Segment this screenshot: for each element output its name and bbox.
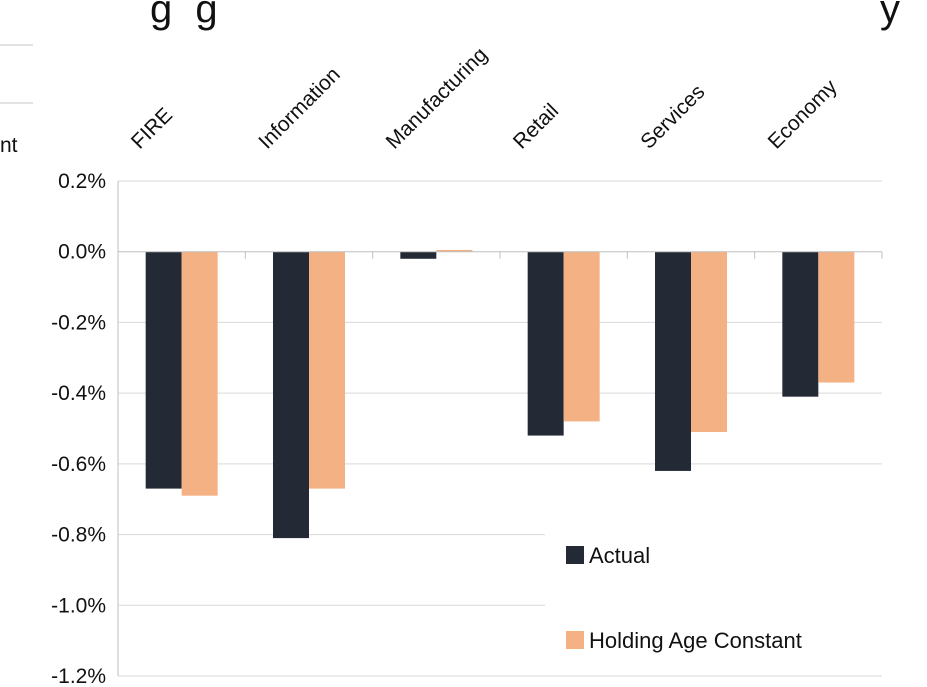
legend-swatch — [566, 546, 584, 564]
bar-0-1 — [273, 251, 309, 539]
y-tick-label: 0.0% — [58, 241, 106, 264]
category-label: Economy — [764, 75, 843, 154]
legend-background — [545, 523, 884, 673]
legend: Actual Holding Age Constant — [545, 523, 884, 673]
legend-label: Holding Age Constant — [589, 628, 802, 653]
bar-1-5 — [818, 251, 855, 383]
y-tick-label: -0.2% — [51, 311, 106, 334]
bar-0-0 — [145, 251, 182, 489]
title-fragment: g g — [150, 0, 224, 31]
legend-label: Actual — [589, 543, 650, 568]
y-tick-label: -0.4% — [51, 382, 106, 405]
y-tick-label: -0.8% — [51, 524, 106, 547]
category-label: Services — [636, 80, 709, 153]
bars — [117, 249, 883, 539]
y-tick-label: -1.2% — [51, 665, 106, 687]
bar-0-2 — [400, 251, 437, 259]
legend-swatch — [566, 631, 584, 649]
category-label: Information — [254, 63, 345, 154]
y-axis-ticks: 0.2% 0.0% -0.2% -0.4% -0.6% -0.8% -1.0% -1.2% — [51, 170, 106, 687]
y-tick-label: 0.2% — [58, 170, 106, 193]
bar-0-4 — [655, 251, 691, 471]
bar-0-3 — [527, 251, 564, 436]
category-label: Manufacturing — [382, 43, 492, 153]
y-tick-label: -0.6% — [51, 453, 106, 476]
bar-1-2 — [436, 249, 473, 252]
y-tick-label: -1.0% — [51, 594, 106, 617]
gridlines — [117, 180, 882, 677]
category-labels: FIRE Information Manufacturing Retail Servic… — [127, 43, 842, 153]
y-axis-label-fragment: nt — [0, 134, 18, 157]
bar-0-5 — [782, 251, 819, 397]
bar-1-4 — [691, 251, 727, 433]
bar-1-0 — [181, 251, 218, 496]
bar-1-1 — [309, 251, 345, 489]
title-fragment-right: y — [880, 0, 900, 31]
category-label: Retail — [509, 99, 563, 153]
bar-1-3 — [563, 251, 600, 422]
category-label: FIRE — [127, 103, 177, 153]
